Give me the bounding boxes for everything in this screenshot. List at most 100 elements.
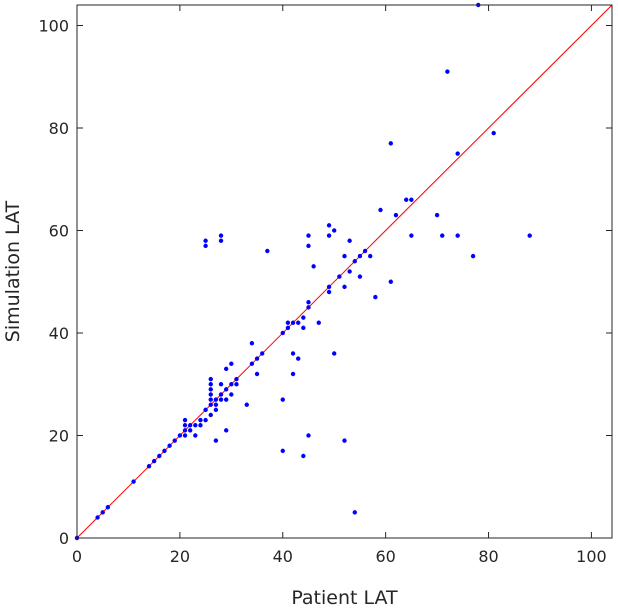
x-tick-label: 80 [478, 547, 498, 566]
data-point [368, 253, 373, 259]
y-tick-label: 100 [38, 17, 69, 36]
data-point [491, 130, 496, 136]
y-tick-label: 0 [59, 529, 69, 548]
data-point [342, 284, 347, 290]
data-point [362, 248, 368, 254]
data-point [352, 259, 357, 264]
data-point [203, 417, 208, 423]
data-point [218, 397, 224, 402]
data-point [285, 320, 291, 325]
data-point [208, 402, 213, 407]
y-axis-title: Simulation LAT [2, 200, 24, 342]
data-point [301, 315, 306, 320]
data-point [378, 207, 383, 213]
data-point [342, 253, 347, 259]
data-point [151, 458, 157, 464]
data-point [306, 433, 311, 438]
data-point [326, 284, 332, 290]
data-point [234, 382, 239, 387]
data-point [213, 438, 219, 443]
data-point [527, 233, 532, 238]
data-point [290, 320, 296, 325]
data-point [347, 269, 352, 274]
data-point [306, 300, 311, 305]
y-tick-label: 20 [49, 427, 69, 446]
data-point [254, 356, 260, 361]
y-tick-label: 40 [49, 324, 69, 343]
data-point [229, 392, 234, 397]
data-point [187, 423, 193, 428]
data-point [357, 274, 363, 279]
data-point [208, 376, 213, 382]
data-point [290, 371, 296, 377]
data-point [249, 361, 255, 366]
data-point [105, 505, 111, 510]
data-point [167, 443, 172, 448]
data-point [347, 238, 352, 243]
data-point [249, 341, 255, 346]
data-point [223, 366, 229, 372]
data-point [301, 325, 306, 331]
data-point [409, 233, 414, 238]
data-point [332, 228, 337, 233]
x-axis-ticks: 0 20 40 60 80 100 [72, 5, 607, 566]
data-point [332, 351, 337, 356]
data-point [337, 274, 342, 279]
identity-reference-line [76, 4, 613, 539]
data-point [296, 356, 301, 361]
data-point [182, 433, 188, 438]
data-point [162, 448, 167, 454]
data-point [306, 233, 311, 238]
data-point [404, 197, 409, 202]
data-point [203, 407, 208, 413]
y-tick-label: 80 [49, 119, 69, 138]
data-point [198, 423, 203, 428]
x-tick-label: 40 [273, 547, 293, 566]
data-points [74, 2, 532, 541]
data-point [259, 351, 265, 356]
data-point [244, 402, 249, 407]
data-point [296, 320, 301, 325]
data-point [445, 69, 450, 74]
data-point [208, 392, 213, 397]
data-point [193, 433, 198, 438]
data-point [373, 294, 378, 300]
data-point [131, 479, 136, 484]
data-point [342, 438, 347, 443]
data-point [306, 243, 311, 249]
data-point [326, 233, 332, 238]
data-point [198, 417, 203, 423]
data-point [280, 448, 285, 454]
data-point [157, 453, 162, 459]
data-point [301, 453, 306, 459]
data-point [280, 397, 285, 402]
data-point [218, 238, 224, 243]
y-tick-label: 60 [49, 222, 69, 241]
data-point [388, 141, 393, 146]
data-point [182, 423, 188, 428]
data-point [182, 417, 188, 423]
data-point [146, 464, 152, 469]
data-point [440, 233, 445, 238]
data-point [455, 151, 460, 156]
data-point [326, 289, 332, 295]
data-point [223, 428, 229, 433]
data-point [254, 371, 260, 377]
x-axis-title: Patient LAT [291, 587, 398, 609]
data-point [218, 382, 224, 387]
x-tick-label: 0 [72, 547, 82, 566]
data-point [229, 382, 234, 387]
data-point [193, 423, 198, 428]
data-point [203, 238, 208, 243]
x-tick-label: 60 [375, 547, 395, 566]
data-point [393, 212, 399, 218]
data-point [208, 397, 213, 402]
data-point [213, 402, 219, 407]
data-point [290, 351, 296, 356]
data-point [203, 243, 208, 249]
data-point [177, 433, 183, 438]
data-point [455, 233, 460, 238]
data-point [234, 376, 239, 382]
data-point [100, 510, 105, 515]
